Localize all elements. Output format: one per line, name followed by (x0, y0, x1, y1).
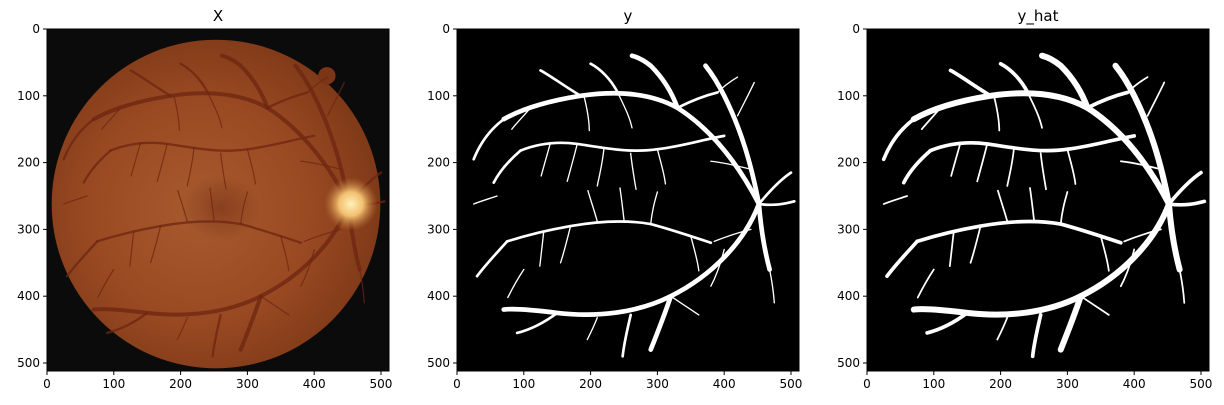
x-tick-label: 100 (922, 377, 945, 391)
panel-title: X (213, 7, 223, 25)
x-tick-label: 300 (1056, 377, 1079, 391)
y-tick-label: 500 (837, 356, 860, 370)
y-tick-label: 200 (427, 156, 450, 170)
y-tick-label: 300 (17, 222, 40, 236)
x-tick-label: 100 (102, 377, 125, 391)
y-tick-label: 100 (837, 89, 860, 103)
y-tick-label: 500 (17, 356, 40, 370)
y-tick-label: 0 (852, 22, 860, 36)
y-tick-label: 200 (837, 156, 860, 170)
x-tick-label: 500 (370, 377, 393, 391)
y-tick-label: 0 (32, 22, 40, 36)
x-tick-label: 300 (236, 377, 259, 391)
x-tick-label: 0 (863, 377, 871, 391)
x-tick-label: 400 (713, 377, 736, 391)
x-tick-label: 200 (989, 377, 1012, 391)
optic-disc (324, 177, 377, 230)
panel-title: y_hat (1018, 7, 1059, 26)
x-tick-label: 400 (1123, 377, 1146, 391)
y-tick-label: 300 (837, 222, 860, 236)
x-tick-label: 100 (512, 377, 535, 391)
x-tick-label: 500 (1190, 377, 1213, 391)
x-tick-label: 300 (646, 377, 669, 391)
panel-x (47, 29, 389, 371)
y-tick-label: 400 (427, 289, 450, 303)
y-tick-label: 400 (17, 289, 40, 303)
y-tick-label: 300 (427, 222, 450, 236)
x-tick-label: 500 (780, 377, 803, 391)
macula (181, 175, 261, 242)
y-tick-label: 0 (442, 22, 450, 36)
panel-y (457, 29, 799, 371)
x-tick-label: 0 (43, 377, 51, 391)
panel-y-background (457, 29, 799, 371)
x-tick-label: 0 (453, 377, 461, 391)
panel-y-hat (867, 29, 1209, 371)
y-tick-label: 100 (17, 89, 40, 103)
x-tick-label: 200 (169, 377, 192, 391)
y-tick-label: 400 (837, 289, 860, 303)
panel-title: y (624, 7, 633, 25)
y-tick-label: 100 (427, 89, 450, 103)
x-tick-label: 400 (303, 377, 326, 391)
y-tick-label: 200 (17, 156, 40, 170)
y-tick-label: 500 (427, 356, 450, 370)
x-tick-label: 200 (579, 377, 602, 391)
